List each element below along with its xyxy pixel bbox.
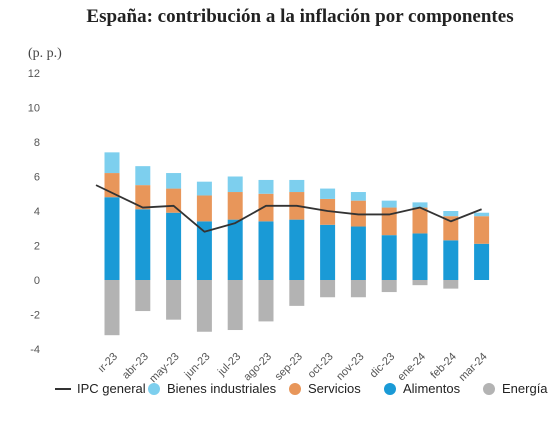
y-tick-label: -2 xyxy=(30,310,40,322)
legend-swatch xyxy=(384,382,396,395)
bar-segment-servicios xyxy=(258,193,274,222)
bar-segment-energía xyxy=(381,280,397,293)
bars xyxy=(104,152,490,336)
x-tick-label: sep-23 xyxy=(273,351,305,383)
x-tick-label: jun-23 xyxy=(182,351,213,382)
bar-segment-alimentos xyxy=(104,197,120,280)
x-tick-label: mar-24 xyxy=(457,351,490,384)
legend-item-ipc-general: IPC general xyxy=(55,381,146,396)
y-tick-label: 2 xyxy=(34,241,40,253)
y-tick-label: -4 xyxy=(30,344,40,356)
x-tick-label: ago-23 xyxy=(241,351,274,384)
bar-segment-servicios xyxy=(381,207,397,236)
bar-segment-servicios xyxy=(443,216,459,241)
legend-label: Energía xyxy=(502,381,548,396)
bar-segment-alimentos xyxy=(350,226,366,280)
bar-segment-bienes-industriales xyxy=(258,179,274,194)
bar-segment-alimentos xyxy=(412,233,428,280)
legend-label: Bienes industriales xyxy=(167,381,277,396)
legend: IPC general Bienes industriales Servicios A… xyxy=(0,381,550,403)
x-tick-label: ene-24 xyxy=(395,351,428,384)
bar-segment-alimentos xyxy=(166,212,182,280)
y-tick-label: 4 xyxy=(34,206,40,218)
bar-segment-alimentos xyxy=(196,221,212,280)
legend-swatch xyxy=(148,382,160,395)
legend-item-servicios: Servicios xyxy=(289,381,361,396)
x-tick-label: jul-23 xyxy=(215,351,243,379)
bar-segment-bienes-industriales xyxy=(443,211,459,217)
y-axis: (p. p.) 12 10 8 6 4 2 0 -2 -4 xyxy=(28,46,62,356)
bar-segment-energía xyxy=(320,280,336,298)
bar-segment-alimentos xyxy=(443,240,459,280)
bar-segment-bienes-industriales xyxy=(381,200,397,208)
y-axis-unit: (p. p.) xyxy=(28,46,62,61)
bar-segment-alimentos xyxy=(320,224,336,280)
bar-segment-bienes-industriales xyxy=(196,181,212,196)
bar-segment-energía xyxy=(135,280,151,312)
bar-segment-servicios xyxy=(474,216,490,244)
x-tick-label: dic-23 xyxy=(368,351,398,381)
y-tick-label: 12 xyxy=(28,68,40,80)
y-tick-label: 6 xyxy=(34,172,40,184)
bar-segment-alimentos xyxy=(227,219,243,280)
legend-swatch xyxy=(289,382,301,395)
bar-segment-energía xyxy=(227,280,243,331)
bar-segment-alimentos xyxy=(289,219,305,280)
legend-item-alimentos: Alimentos xyxy=(384,381,460,396)
bar-segment-servicios xyxy=(412,207,428,234)
bar-segment-bienes-industriales xyxy=(474,212,490,217)
legend-item-bienes-industriales: Bienes industriales xyxy=(148,381,276,396)
bar-segment-servicios xyxy=(135,185,151,210)
x-tick-label: ır-23 xyxy=(96,351,120,375)
bar-segment-alimentos xyxy=(381,235,397,280)
bar-segment-bienes-industriales xyxy=(104,152,120,174)
bar-segment-energía xyxy=(104,280,120,336)
x-tick-label: feb-24 xyxy=(428,351,459,382)
legend-swatch xyxy=(55,387,71,390)
bar-segment-bienes-industriales xyxy=(135,166,151,186)
legend-label: Servicios xyxy=(308,381,361,396)
bar-segment-bienes-industriales xyxy=(320,188,336,199)
bar-segment-bienes-industriales xyxy=(166,173,182,189)
bar-segment-energía xyxy=(289,280,305,306)
legend-item-energía: Energía xyxy=(483,381,548,396)
bar-segment-energía xyxy=(412,280,428,286)
legend-swatch xyxy=(483,382,495,395)
bar-segment-servicios xyxy=(196,195,212,222)
bar-segment-energía xyxy=(196,280,212,332)
bar-segment-bienes-industriales xyxy=(412,202,428,208)
bar-segment-energía xyxy=(350,280,366,298)
ipc-general-line xyxy=(95,184,482,233)
legend-label: Alimentos xyxy=(403,381,461,396)
bar-segment-bienes-industriales xyxy=(350,192,366,201)
x-tick-label: oct-23 xyxy=(306,351,336,381)
bar-segment-energía xyxy=(166,280,182,320)
bar-segment-alimentos xyxy=(474,243,490,280)
y-tick-label: 8 xyxy=(34,137,40,149)
bar-segment-energía xyxy=(258,280,274,322)
bar-segment-servicios xyxy=(227,192,243,220)
legend-label: IPC general xyxy=(77,381,146,396)
bar-segment-alimentos xyxy=(258,221,274,280)
x-tick-label: may-23 xyxy=(147,351,181,385)
x-tick-label: nov-23 xyxy=(334,351,366,383)
bar-segment-energía xyxy=(443,280,459,289)
y-tick-label: 10 xyxy=(28,103,40,115)
chart-title: España: contribución a la inflación por … xyxy=(86,6,514,27)
y-tick-label: 0 xyxy=(34,275,40,287)
bar-segment-bienes-industriales xyxy=(289,179,305,193)
bar-segment-bienes-industriales xyxy=(227,176,243,193)
ipc-line xyxy=(95,184,482,233)
bar-segment-alimentos xyxy=(135,209,151,280)
